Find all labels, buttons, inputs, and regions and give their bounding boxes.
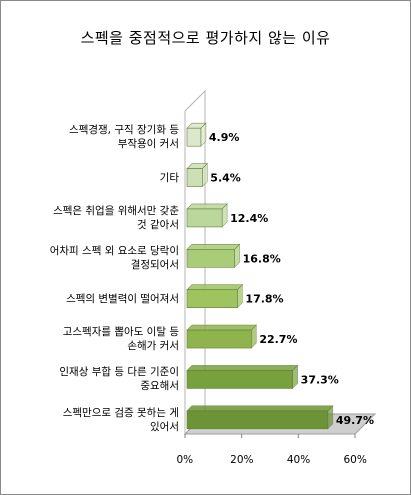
category-label: 스펙경쟁, 구직 장기화 등 부작용이 커서 — [69, 124, 179, 151]
bar-value-label: 49.7% — [336, 414, 374, 427]
bar — [186, 208, 223, 228]
bar-value-label: 5.4% — [210, 172, 241, 185]
category-label: 어차피 스펙 외 요소로 당락이 결정되어서 — [49, 245, 179, 272]
category-label: 고스펙자를 뽑아도 이탈 등 손해가 커서 — [62, 326, 179, 353]
category-label: 스펙의 변별력이 떨어져서 — [66, 292, 179, 305]
bar — [186, 289, 238, 308]
bar — [186, 370, 293, 389]
bar-value-label: 4.9% — [209, 131, 240, 144]
bar-top-face — [186, 324, 258, 331]
bar-value-label: 22.7% — [259, 333, 297, 346]
bar-value-label: 37.3% — [301, 373, 339, 386]
bar-top-face — [186, 405, 334, 412]
bar-value-label: 12.4% — [230, 212, 268, 225]
x-axis-tick-label: 40% — [286, 454, 311, 466]
bar — [186, 127, 202, 147]
bar-top-face — [186, 284, 244, 290]
bar-value-label: 16.8% — [243, 252, 281, 265]
category-label: 인재상 부합 등 다른 기준이 중요해서 — [59, 366, 179, 393]
bar — [186, 249, 235, 268]
x-axis-tick-label: 0% — [176, 454, 194, 466]
bar — [186, 168, 203, 187]
category-label: 스펙은 취업을 위해서만 갖춘 것 같아서 — [53, 204, 179, 231]
category-label: 스펙만으로 검증 못하는 게 있어서 — [62, 406, 179, 433]
chart-title: 스펙을 중점적으로 평가하지 않는 이유 — [80, 29, 331, 47]
bar-top-face — [186, 244, 241, 250]
x-axis-tick-label: 20% — [230, 454, 254, 466]
category-label: 기타 — [159, 171, 179, 184]
bar-value-label: 17.8% — [245, 293, 283, 306]
bar-top-face — [186, 365, 299, 371]
bar — [186, 410, 329, 430]
x-axis-tick-label: 60% — [343, 454, 367, 466]
bar-top-face — [186, 203, 228, 210]
bar — [186, 329, 252, 349]
